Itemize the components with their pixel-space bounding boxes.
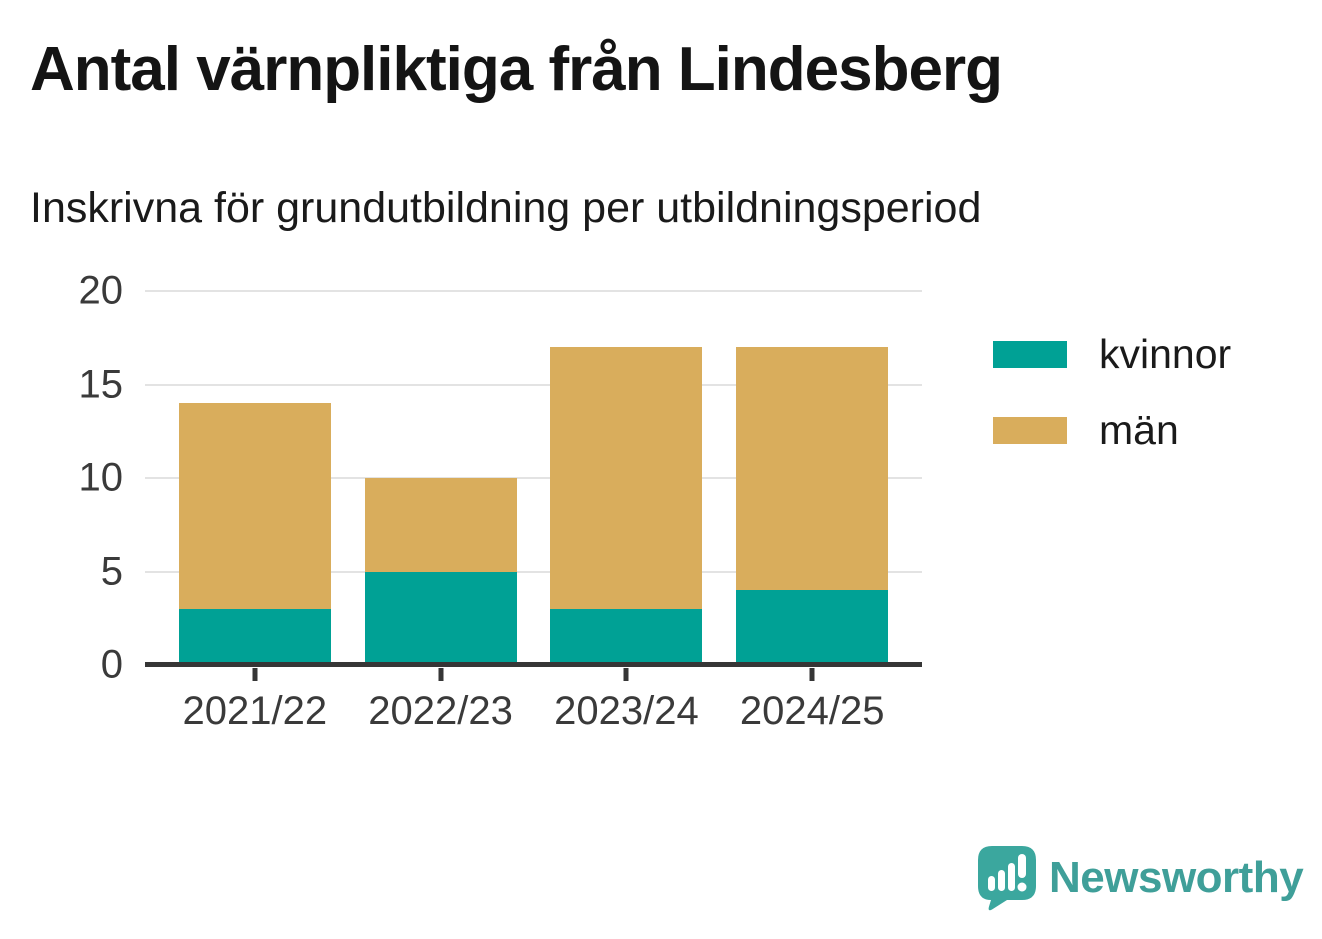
y-tick-label: 0 [100, 642, 123, 687]
bars-container: 2021/22 2022/23 2023/24 2024/25 [145, 291, 922, 733]
legend: kvinnor män [993, 331, 1231, 483]
legend-label: kvinnor [1099, 331, 1232, 377]
y-tick-label: 20 [78, 268, 124, 313]
x-tick-label: 2023/24 [554, 689, 699, 733]
bar-segment-män [178, 403, 331, 609]
y-tick-label: 10 [78, 455, 124, 500]
newsworthy-wordmark: Newsworthy [1049, 853, 1304, 902]
chart-title: Antal värnpliktiga från Lindesberg [30, 35, 1003, 104]
x-tick-label: 2022/23 [368, 689, 513, 733]
stacked-bar [550, 347, 703, 665]
bar-group: 2023/24 [550, 291, 703, 733]
bar-group: 2021/22 [178, 291, 331, 733]
x-tick-mark [252, 668, 258, 681]
newsworthy-bubble-icon [978, 846, 1036, 911]
bar-segment-kvinnor [550, 608, 703, 665]
x-tick-label: 2024/25 [739, 689, 885, 733]
x-tick-mark [809, 668, 815, 681]
bar-segment-män [550, 347, 703, 609]
stacked-bar [178, 403, 331, 665]
legend-item: kvinnor [993, 331, 1231, 378]
x-tick-mark [623, 668, 629, 681]
legend-swatch-män [993, 417, 1067, 444]
bar-segment-män [364, 478, 517, 572]
bar-group: 2022/23 [364, 291, 517, 733]
legend-item: män [993, 407, 1231, 454]
newsworthy-logo: Newsworthy [977, 845, 1304, 911]
bar-segment-män [736, 347, 889, 591]
chart-subtitle: Inskrivna för grundutbildning per utbild… [30, 184, 982, 232]
stacked-bar [364, 478, 517, 665]
y-tick-label: 5 [100, 549, 123, 593]
y-axis: 0 5 10 15 20 [0, 269, 124, 687]
gridline [145, 477, 922, 479]
bar-segment-kvinnor [736, 590, 889, 665]
stacked-bar-chart: 2021/22 2022/23 2023/24 2024/25 [145, 290, 922, 733]
bar-group: 2024/25 [736, 291, 889, 733]
stacked-bar [736, 347, 889, 665]
y-tick-label: 15 [78, 362, 124, 406]
gridline [145, 383, 922, 386]
x-axis-line [145, 662, 922, 667]
x-tick-label: 2021/22 [182, 689, 328, 733]
gridline [145, 570, 922, 573]
x-tick-mark [438, 668, 444, 681]
bar-segment-kvinnor [364, 571, 517, 665]
bar-segment-kvinnor [178, 608, 331, 665]
legend-label: män [1099, 407, 1179, 453]
gridline [145, 290, 922, 292]
legend-swatch-kvinnor [993, 341, 1067, 368]
